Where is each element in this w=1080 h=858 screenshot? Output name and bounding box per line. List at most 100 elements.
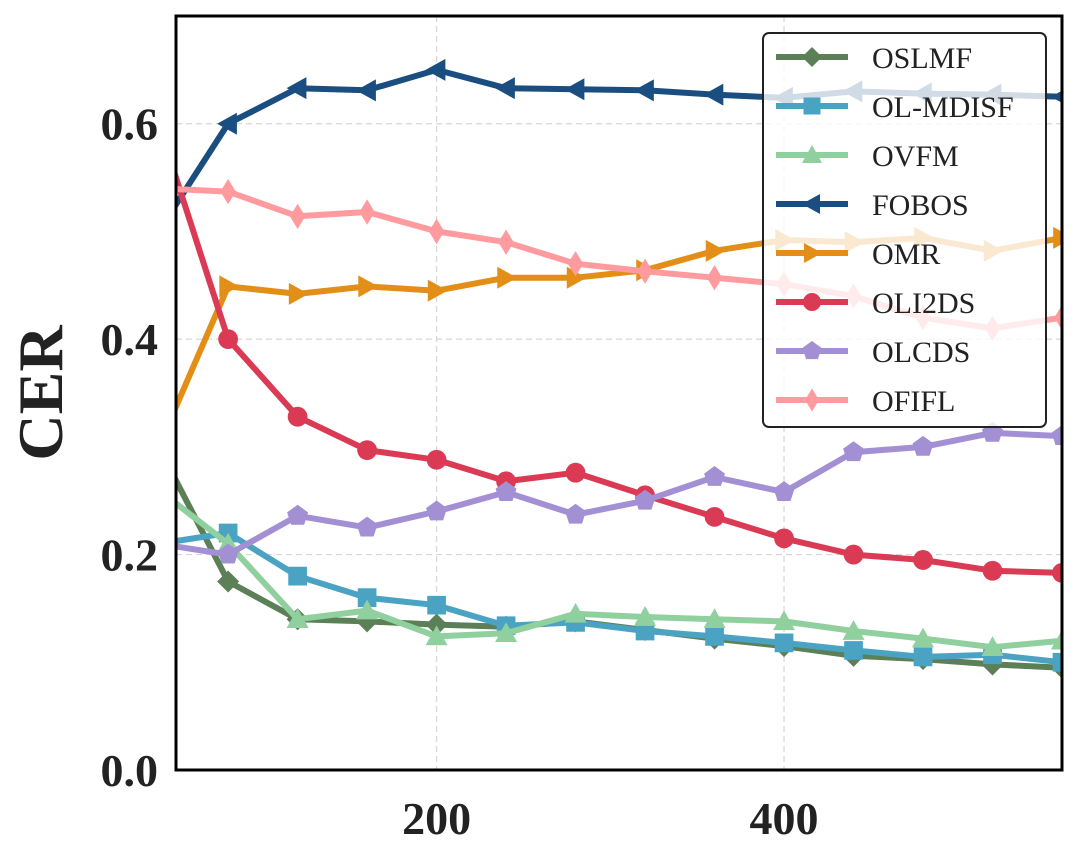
legend-item: OLI2DS bbox=[776, 287, 975, 320]
data-point bbox=[426, 449, 447, 470]
data-point bbox=[498, 229, 514, 255]
data-point bbox=[1051, 629, 1062, 650]
data-point bbox=[844, 641, 863, 660]
data-point bbox=[843, 441, 864, 462]
data-point bbox=[703, 608, 726, 628]
y-tick-label: 0.2 bbox=[101, 530, 159, 581]
legend-label: FOBOS bbox=[872, 189, 969, 222]
data-point bbox=[635, 621, 655, 641]
legend-marker bbox=[804, 243, 822, 263]
data-point bbox=[704, 506, 725, 527]
x-tick-label: 400 bbox=[750, 793, 819, 844]
data-point bbox=[1051, 90, 1062, 103]
legend-marker bbox=[802, 194, 820, 214]
data-point bbox=[564, 602, 587, 623]
legend-label: OLCDS bbox=[872, 336, 970, 369]
legend-label: OSLMF bbox=[872, 42, 972, 75]
data-point bbox=[1052, 562, 1062, 583]
data-point bbox=[982, 560, 1003, 581]
legend-item: OFIFL bbox=[776, 385, 955, 418]
data-point bbox=[495, 481, 517, 501]
data-point bbox=[427, 279, 448, 302]
data-point bbox=[287, 504, 309, 525]
data-point bbox=[913, 550, 933, 570]
legend-label: OVFM bbox=[872, 140, 959, 173]
data-point bbox=[218, 329, 239, 350]
data-point bbox=[842, 620, 865, 640]
data-point bbox=[219, 275, 240, 298]
data-point bbox=[217, 543, 239, 564]
legend-item: OLCDS bbox=[776, 336, 970, 369]
data-point bbox=[774, 528, 794, 549]
y-tick-label: 0.0 bbox=[101, 745, 159, 796]
data-point bbox=[565, 462, 586, 483]
x-tick-label: 200 bbox=[402, 793, 471, 844]
y-tick-label: 0.6 bbox=[101, 99, 159, 150]
data-point bbox=[288, 566, 307, 586]
y-tick-label: 0.4 bbox=[101, 314, 159, 365]
data-point bbox=[287, 406, 308, 427]
data-point bbox=[495, 622, 518, 643]
data-point bbox=[217, 112, 237, 135]
data-point bbox=[1052, 652, 1062, 672]
data-point bbox=[359, 199, 375, 225]
legend-marker bbox=[802, 145, 822, 163]
data-point bbox=[705, 627, 724, 646]
tick-labels: 200 400 0.0 0.2 0.4 0.6 bbox=[101, 99, 819, 844]
legend-item: FOBOS bbox=[776, 189, 969, 222]
data-point bbox=[356, 599, 379, 620]
data-point bbox=[704, 466, 725, 486]
data-point bbox=[912, 627, 935, 648]
data-point bbox=[425, 58, 446, 81]
data-point bbox=[1054, 304, 1062, 331]
data-point bbox=[706, 265, 723, 291]
legend-label: OLI2DS bbox=[872, 287, 975, 320]
data-point bbox=[566, 266, 587, 289]
data-point bbox=[774, 633, 794, 653]
data-point bbox=[357, 440, 377, 460]
data-point bbox=[565, 503, 586, 524]
data-point bbox=[634, 79, 654, 102]
legend-item: OL-MDISF bbox=[776, 91, 1014, 124]
data-point bbox=[425, 625, 448, 646]
legend-marker bbox=[805, 388, 819, 412]
data-point bbox=[150, 436, 170, 458]
data-point bbox=[843, 544, 864, 565]
data-point bbox=[426, 500, 447, 521]
data-point bbox=[912, 435, 934, 456]
data-point bbox=[495, 77, 515, 100]
data-point bbox=[289, 203, 306, 229]
data-point bbox=[637, 258, 653, 284]
data-point bbox=[773, 481, 795, 501]
data-point bbox=[773, 610, 796, 631]
data-point bbox=[286, 77, 307, 100]
legend-item: OMR bbox=[776, 238, 940, 271]
legend-marker bbox=[802, 47, 822, 67]
data-point bbox=[356, 516, 378, 537]
legend-marker bbox=[802, 341, 822, 360]
data-point bbox=[634, 489, 656, 510]
legend-label: OMR bbox=[872, 238, 940, 271]
data-point bbox=[151, 176, 166, 201]
data-point bbox=[148, 436, 170, 458]
data-point bbox=[981, 636, 1004, 657]
data-point bbox=[427, 595, 446, 615]
data-point bbox=[1053, 226, 1062, 249]
data-point bbox=[634, 606, 657, 626]
series-olcds bbox=[176, 421, 1062, 564]
data-point bbox=[567, 251, 584, 277]
data-point bbox=[497, 266, 518, 289]
plot-frame bbox=[174, 14, 1064, 772]
data-point bbox=[288, 282, 309, 305]
legend-label: OFIFL bbox=[872, 385, 955, 418]
data-point bbox=[428, 218, 445, 245]
legend: OSLMF OL-MDISF OVFM FOBOS OMR OLI2DS OLCDS OFIF… bbox=[762, 32, 1047, 428]
data-point bbox=[356, 79, 376, 102]
legend-marker bbox=[803, 97, 821, 115]
series-ovfm bbox=[176, 499, 1062, 657]
data-point bbox=[220, 178, 236, 205]
legend-box bbox=[762, 32, 1047, 428]
y-axis-label: CER bbox=[5, 325, 76, 461]
